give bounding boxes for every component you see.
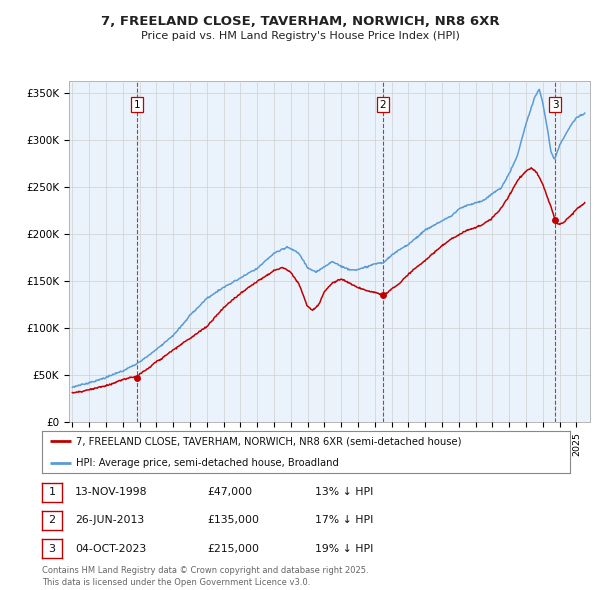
Text: 1: 1 [134, 100, 140, 110]
Text: Price paid vs. HM Land Registry's House Price Index (HPI): Price paid vs. HM Land Registry's House … [140, 31, 460, 41]
Text: 3: 3 [49, 544, 55, 553]
Text: 2: 2 [49, 516, 55, 525]
Text: 3: 3 [552, 100, 559, 110]
Text: £135,000: £135,000 [207, 516, 259, 525]
Text: 13% ↓ HPI: 13% ↓ HPI [315, 487, 373, 497]
Text: 7, FREELAND CLOSE, TAVERHAM, NORWICH, NR8 6XR: 7, FREELAND CLOSE, TAVERHAM, NORWICH, NR… [101, 15, 499, 28]
Text: 26-JUN-2013: 26-JUN-2013 [75, 516, 144, 525]
Text: 17% ↓ HPI: 17% ↓ HPI [315, 516, 373, 525]
Text: 1: 1 [49, 487, 55, 497]
Text: 19% ↓ HPI: 19% ↓ HPI [315, 544, 373, 553]
Text: 2: 2 [380, 100, 386, 110]
Text: 13-NOV-1998: 13-NOV-1998 [75, 487, 148, 497]
Text: 7, FREELAND CLOSE, TAVERHAM, NORWICH, NR8 6XR (semi-detached house): 7, FREELAND CLOSE, TAVERHAM, NORWICH, NR… [76, 437, 462, 446]
Text: 04-OCT-2023: 04-OCT-2023 [75, 544, 146, 553]
Text: £215,000: £215,000 [207, 544, 259, 553]
Text: £47,000: £47,000 [207, 487, 252, 497]
Text: HPI: Average price, semi-detached house, Broadland: HPI: Average price, semi-detached house,… [76, 458, 339, 467]
Text: Contains HM Land Registry data © Crown copyright and database right 2025.
This d: Contains HM Land Registry data © Crown c… [42, 566, 368, 586]
